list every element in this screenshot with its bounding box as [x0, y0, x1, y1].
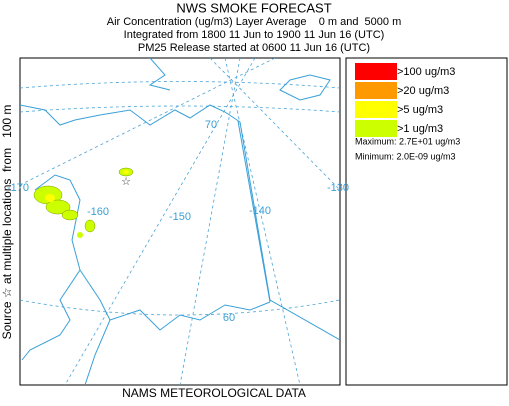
graticule	[20, 81, 340, 89]
graticule	[224, 58, 301, 385]
coastline	[279, 74, 331, 101]
legend-label: >5 ug/m3	[397, 104, 443, 116]
smoke-plume	[33, 167, 134, 238]
side-label: Source ☆ at multiple locations from 100 …	[0, 105, 14, 340]
legend-swatch	[355, 82, 397, 99]
legend-swatch	[355, 101, 397, 118]
legend-swatch	[355, 120, 397, 137]
graticule	[179, 58, 241, 385]
subtitle: PM25 Release started at 0600 11 Jun 16 (…	[138, 42, 370, 54]
graticule	[209, 58, 340, 191]
coastline	[20, 104, 340, 341]
legend-label: >1 ug/m3	[397, 123, 443, 135]
graticule-label: -160	[87, 206, 109, 218]
graticule-label: 70	[205, 119, 217, 131]
graticule-label: 60	[223, 312, 235, 324]
legend-maximum: Maximum: 2.7E+01 ug/m3	[355, 136, 460, 146]
footer: NAMS METEOROLOGICAL DATA	[122, 386, 306, 400]
title: NWS SMOKE FORECAST	[176, 0, 331, 15]
legend-label: >20 ug/m3	[397, 85, 449, 97]
subtitle: Integrated from 1800 11 Jun to 1900 11 J…	[124, 29, 385, 41]
subtitle: Air Concentration (ug/m3) Layer Average …	[107, 16, 402, 28]
legend-frame	[345, 57, 508, 386]
legend-minimum: Minimum: 2.0E-09 ug/m3	[355, 151, 456, 161]
legend-swatch	[355, 63, 397, 80]
graticule	[20, 105, 340, 113]
legend-label: >100 ug/m3	[397, 66, 455, 78]
graticule-label: -150	[169, 211, 191, 223]
map-layer: ☆	[20, 58, 340, 385]
coastline	[109, 301, 271, 331]
graticule-label: -130	[327, 182, 349, 194]
source-star: ☆	[121, 176, 131, 188]
border	[237, 120, 271, 303]
graticule-label: -140	[249, 205, 271, 217]
coastline	[79, 269, 111, 385]
graticule-label: -170	[7, 182, 29, 194]
graticule	[20, 299, 340, 316]
coastline	[148, 58, 171, 91]
